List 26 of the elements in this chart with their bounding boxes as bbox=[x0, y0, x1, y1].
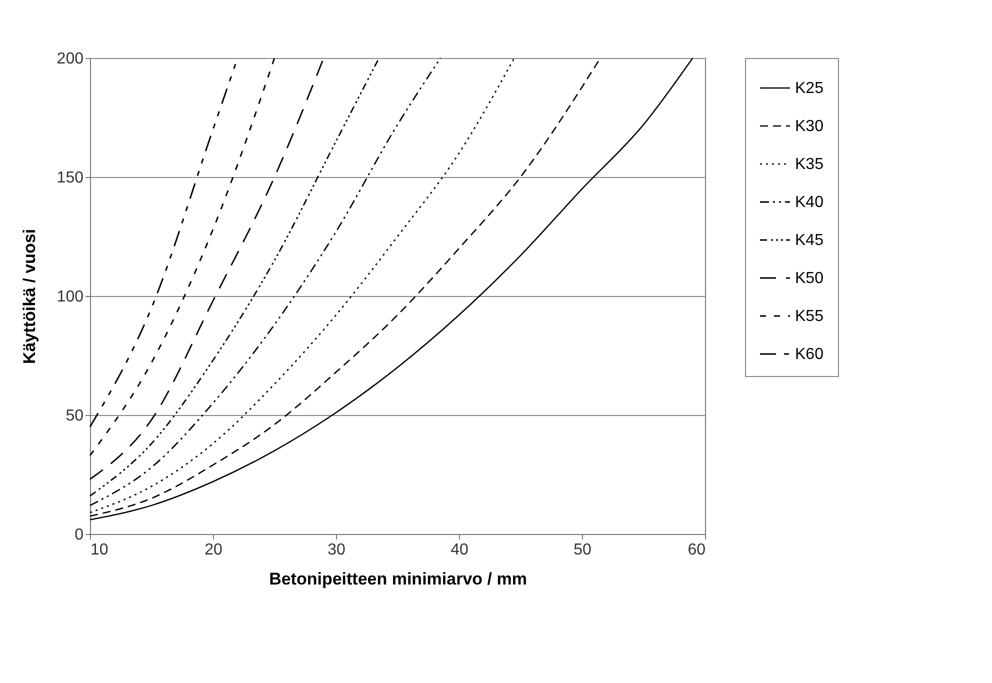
y-tick-label: 0 bbox=[74, 526, 84, 544]
line-series bbox=[89, 57, 380, 497]
legend-label: K25 bbox=[795, 80, 824, 97]
legend-label: K55 bbox=[795, 308, 824, 325]
line-series bbox=[89, 57, 516, 514]
line-series bbox=[89, 57, 276, 456]
x-tick-label: 10 bbox=[90, 542, 108, 558]
x-axis-title: Betonipeitteen minimiarvo / mm bbox=[269, 570, 527, 588]
legend-label: K30 bbox=[795, 118, 824, 135]
y-tick-label: 50 bbox=[66, 408, 84, 424]
y-tick-label: 150 bbox=[56, 170, 84, 186]
line-series bbox=[89, 57, 442, 506]
y-tick-label: 100 bbox=[56, 288, 84, 306]
line-series bbox=[89, 57, 694, 520]
legend-label: K35 bbox=[795, 156, 824, 173]
x-tick-label: 20 bbox=[204, 542, 222, 558]
legend-label: K50 bbox=[795, 270, 824, 287]
x-tick-label: 30 bbox=[328, 542, 346, 558]
x-tick-label: 40 bbox=[450, 542, 468, 558]
legend-label: K40 bbox=[795, 194, 824, 211]
x-tick-label: 60 bbox=[688, 542, 706, 558]
x-tick-label: 50 bbox=[574, 542, 592, 558]
legend-label: K60 bbox=[795, 346, 824, 363]
y-tick-label: 200 bbox=[56, 50, 84, 68]
legend-label: K45 bbox=[795, 232, 824, 249]
y-axis-title: Käyttöikä / vuosi bbox=[20, 228, 39, 364]
